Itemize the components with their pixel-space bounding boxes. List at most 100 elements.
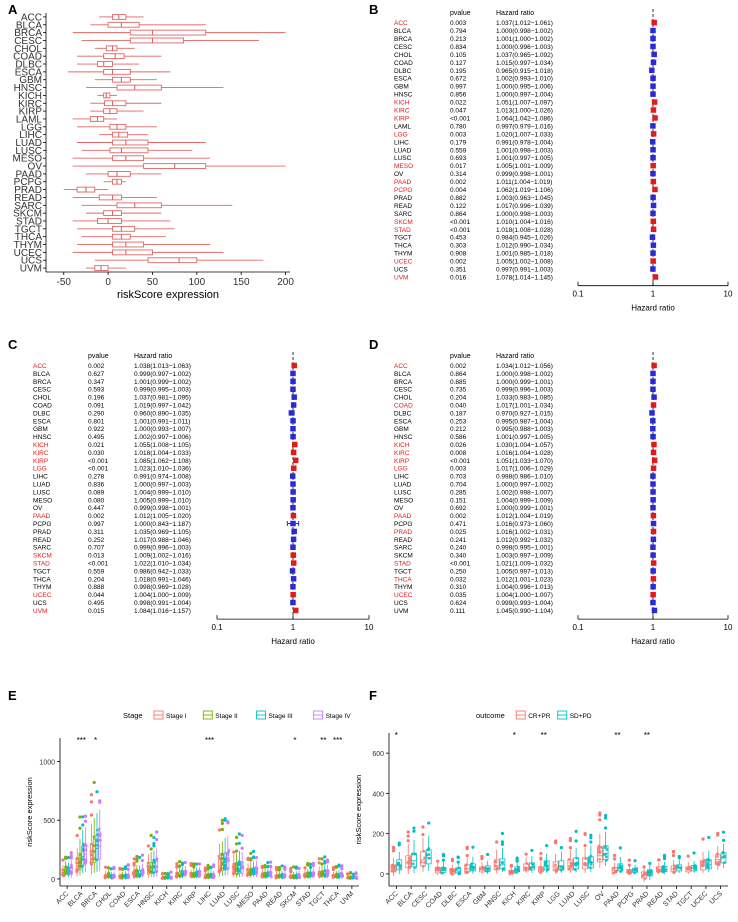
data-point <box>308 871 312 875</box>
row-name: HNSC <box>33 434 52 441</box>
data-point <box>422 849 426 853</box>
box <box>104 100 127 107</box>
row-name: KIRP <box>394 115 409 122</box>
data-point <box>605 858 608 862</box>
point-estimate <box>650 218 657 225</box>
data-point <box>700 863 704 866</box>
y-tick-label: 200 <box>372 832 384 839</box>
row-pvalue: 0.122 <box>450 203 467 210</box>
row-pvalue: 0.310 <box>450 584 467 591</box>
y-tick-label: THYM <box>14 240 42 251</box>
data-point <box>334 874 338 878</box>
row-hazard-ratio: 0.995(0.987−1.004) <box>496 418 553 425</box>
data-point <box>716 852 719 856</box>
row-pvalue: 0.559 <box>88 568 105 575</box>
row-name: BLCA <box>33 371 51 378</box>
row-hazard-ratio: 0.995(0.988−1.003) <box>496 426 553 433</box>
y-tick-label: PRAD <box>14 185 42 196</box>
row-pvalue: 0.111 <box>450 608 466 615</box>
legend-label: CR+PR <box>528 713 551 720</box>
data-point <box>152 864 156 868</box>
data-point <box>127 876 131 879</box>
point-estimate <box>292 441 298 448</box>
x-tick-label: 200 <box>277 277 294 288</box>
point-estimate <box>649 234 656 240</box>
outlier-point <box>568 845 572 850</box>
data-point <box>470 862 474 866</box>
row-name: OV <box>394 505 404 512</box>
box <box>112 131 129 138</box>
y-tick-label: THCA <box>15 232 43 243</box>
box <box>107 21 140 28</box>
row-hazard-ratio: 1.064(1.042−1.086) <box>496 115 553 122</box>
outlier-point <box>391 849 396 853</box>
row-pvalue: <0.001 <box>88 561 108 568</box>
x-tick-label: KIRC <box>516 890 533 907</box>
row-pvalue: 0.015 <box>88 608 105 615</box>
row-hazard-ratio: 1.000(0.999−1.001) <box>496 379 553 386</box>
row-pvalue: 0.091 <box>88 403 105 410</box>
outlier-point <box>266 860 270 865</box>
data-point <box>265 874 269 878</box>
row-hazard-ratio: 1.018(1.004−1.033) <box>134 450 191 457</box>
outlier-point <box>662 857 667 861</box>
outlier-point <box>149 833 153 837</box>
row-name: CHOL <box>33 395 51 402</box>
outlier-point <box>406 830 410 834</box>
row-pvalue: 0.864 <box>450 211 467 218</box>
outlier-point <box>152 841 156 846</box>
row-pvalue: 0.627 <box>88 371 105 378</box>
outlier-point <box>589 836 593 840</box>
row-pvalue: 0.252 <box>88 537 105 544</box>
row-pvalue: 0.888 <box>88 584 105 591</box>
data-point <box>525 862 529 865</box>
y-tick-label: CESC <box>14 36 42 47</box>
point-estimate <box>650 560 657 566</box>
outlier-point <box>317 861 321 865</box>
data-point <box>231 871 235 875</box>
row-hazard-ratio: 1.062(1.019−1.106) <box>496 187 553 194</box>
box <box>147 257 198 264</box>
outlier-point <box>266 864 270 869</box>
outlier-point <box>539 851 543 856</box>
data-point <box>84 844 88 848</box>
y-tick-label: KIRP <box>19 107 43 118</box>
outlier-point <box>183 860 187 865</box>
data-point <box>340 873 344 877</box>
y-tick-label: DLBC <box>15 60 42 71</box>
data-point <box>120 876 124 880</box>
point-estimate <box>290 599 296 606</box>
data-point <box>575 856 579 860</box>
outlier-point <box>121 867 125 871</box>
data-point <box>706 858 710 862</box>
data-point <box>180 869 184 873</box>
outlier-point <box>104 865 108 869</box>
outlier-point <box>486 852 490 857</box>
data-point <box>538 866 542 869</box>
row-hazard-ratio: 0.999(0.997−1.002) <box>134 371 191 378</box>
outlier-point <box>340 864 344 868</box>
y-tick-label: GBM <box>19 75 42 86</box>
y-tick-label: SKCM <box>13 209 42 220</box>
row-pvalue: 0.864 <box>450 371 467 378</box>
data-point <box>457 871 461 875</box>
outlier-point <box>166 873 170 877</box>
row-hazard-ratio: 0.999(0.998−1.001) <box>134 505 191 512</box>
outlier-point <box>325 858 330 863</box>
y-tick-label: READ <box>14 193 42 204</box>
row-pvalue: 0.447 <box>88 505 105 512</box>
x-tick-label: HNSC <box>484 890 503 909</box>
row-hazard-ratio: 1.000(0.996−1.003) <box>496 44 553 51</box>
point-estimate <box>650 473 656 479</box>
row-hazard-ratio: 1.004(0.999−1.009) <box>496 497 553 504</box>
data-point <box>583 863 587 867</box>
panel-letter: B <box>369 2 378 17</box>
data-point <box>78 853 82 857</box>
data-point <box>103 874 107 878</box>
data-point <box>92 835 96 839</box>
data-point <box>397 861 401 865</box>
outlier-point <box>220 821 224 825</box>
row-name: LIHC <box>33 474 48 481</box>
row-pvalue: 0.559 <box>450 147 467 154</box>
row-pvalue: 0.314 <box>450 171 467 178</box>
